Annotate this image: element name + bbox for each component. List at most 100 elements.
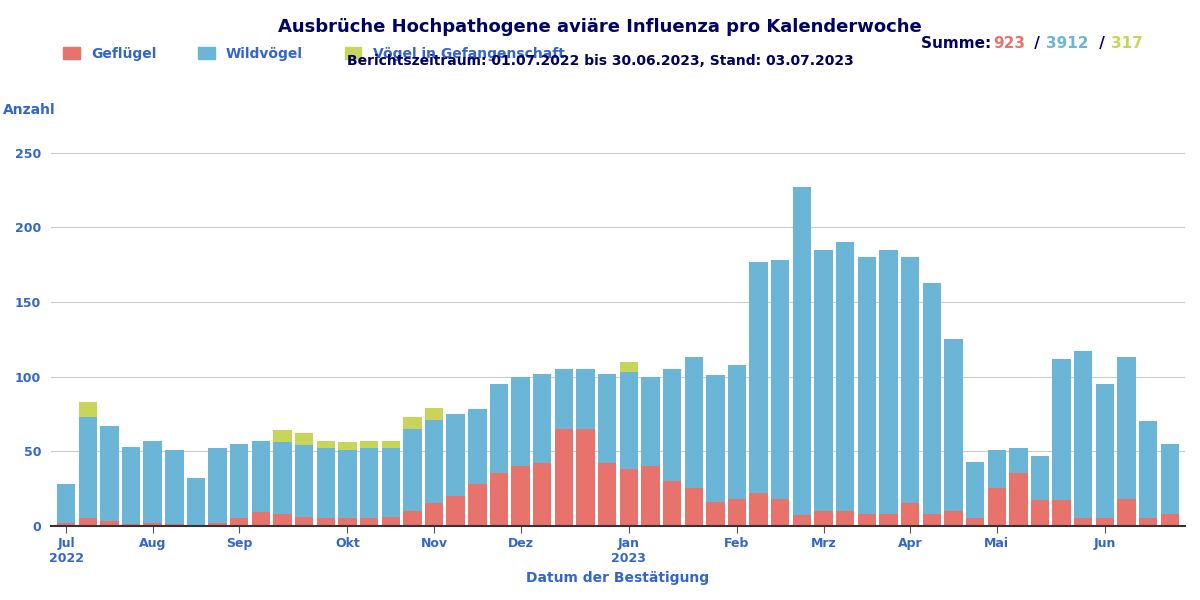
Bar	[728, 365, 746, 499]
Bar	[1009, 473, 1027, 526]
Bar	[403, 417, 421, 429]
Bar	[425, 503, 443, 526]
Bar	[468, 409, 486, 484]
Bar	[706, 502, 725, 526]
Text: Anzahl: Anzahl	[2, 103, 55, 117]
Bar	[619, 469, 638, 526]
Bar	[78, 518, 97, 526]
Bar	[880, 514, 898, 526]
Bar	[187, 478, 205, 526]
Bar	[1139, 518, 1158, 526]
Bar	[858, 514, 876, 526]
Bar	[684, 357, 703, 488]
Bar	[641, 377, 660, 466]
Bar	[317, 448, 335, 518]
Bar	[923, 514, 941, 526]
Bar	[209, 448, 227, 523]
Bar	[772, 499, 790, 526]
Bar	[317, 518, 335, 526]
Bar	[209, 523, 227, 526]
Bar	[901, 257, 919, 503]
Bar	[815, 250, 833, 511]
Bar	[252, 512, 270, 526]
Bar	[1052, 359, 1070, 500]
Bar	[425, 408, 443, 420]
Text: /: /	[1094, 36, 1110, 51]
Bar	[684, 488, 703, 526]
Bar	[122, 524, 140, 526]
Bar	[101, 521, 119, 526]
Bar	[619, 362, 638, 372]
Bar	[230, 443, 248, 518]
Bar	[988, 488, 1006, 526]
Bar	[511, 377, 529, 466]
Bar	[619, 372, 638, 469]
Bar	[662, 481, 682, 526]
Bar	[56, 484, 76, 523]
Bar	[988, 449, 1006, 488]
Bar	[641, 466, 660, 526]
Bar	[295, 433, 313, 445]
Text: Ausbrüche Hochpathogene aviäre Influenza pro Kalenderwoche: Ausbrüche Hochpathogene aviäre Influenza…	[278, 18, 922, 36]
Text: 317: 317	[1111, 36, 1142, 51]
Bar	[533, 463, 552, 526]
Bar	[144, 440, 162, 523]
X-axis label: Datum der Bestätigung: Datum der Bestätigung	[527, 571, 709, 585]
Bar	[382, 440, 400, 448]
Bar	[598, 374, 617, 463]
Bar	[101, 426, 119, 521]
Bar	[533, 374, 552, 463]
Bar	[772, 260, 790, 499]
Bar	[468, 484, 486, 526]
Bar	[274, 514, 292, 526]
Bar	[78, 417, 97, 518]
Bar	[360, 440, 378, 448]
Bar	[1139, 421, 1158, 518]
Bar	[576, 429, 595, 526]
Text: /: /	[1030, 36, 1045, 51]
Bar	[295, 517, 313, 526]
Bar	[382, 517, 400, 526]
Bar	[750, 262, 768, 493]
Bar	[554, 369, 574, 429]
Bar	[252, 440, 270, 512]
Bar	[338, 442, 356, 449]
Bar	[1117, 499, 1135, 526]
Bar	[901, 503, 919, 526]
Bar	[1031, 500, 1049, 526]
Bar	[56, 523, 76, 526]
Bar	[403, 429, 421, 511]
Bar	[880, 250, 898, 514]
Bar	[1074, 518, 1092, 526]
Bar	[554, 429, 574, 526]
Bar	[317, 440, 335, 448]
Bar	[750, 493, 768, 526]
Bar	[966, 461, 984, 518]
Bar	[166, 524, 184, 526]
Bar	[836, 511, 854, 526]
Bar	[338, 518, 356, 526]
Bar	[122, 446, 140, 524]
Bar	[338, 449, 356, 518]
Bar	[706, 375, 725, 502]
Bar	[446, 496, 464, 526]
Bar	[274, 430, 292, 442]
Bar	[815, 511, 833, 526]
Bar	[511, 466, 529, 526]
Bar	[598, 463, 617, 526]
Bar	[490, 473, 508, 526]
Bar	[1096, 384, 1114, 518]
Bar	[793, 187, 811, 515]
Bar	[966, 518, 984, 526]
Bar	[576, 369, 595, 429]
Bar	[382, 448, 400, 517]
Bar	[295, 445, 313, 517]
Bar	[858, 257, 876, 514]
Bar	[403, 511, 421, 526]
Bar	[166, 449, 184, 524]
Bar	[923, 283, 941, 514]
Bar	[1096, 518, 1114, 526]
Legend: Geflügel, Wildvögel, Vögel in Gefangenschaft: Geflügel, Wildvögel, Vögel in Gefangensc…	[58, 41, 570, 67]
Text: 3912: 3912	[1046, 36, 1088, 51]
Bar	[490, 384, 508, 473]
